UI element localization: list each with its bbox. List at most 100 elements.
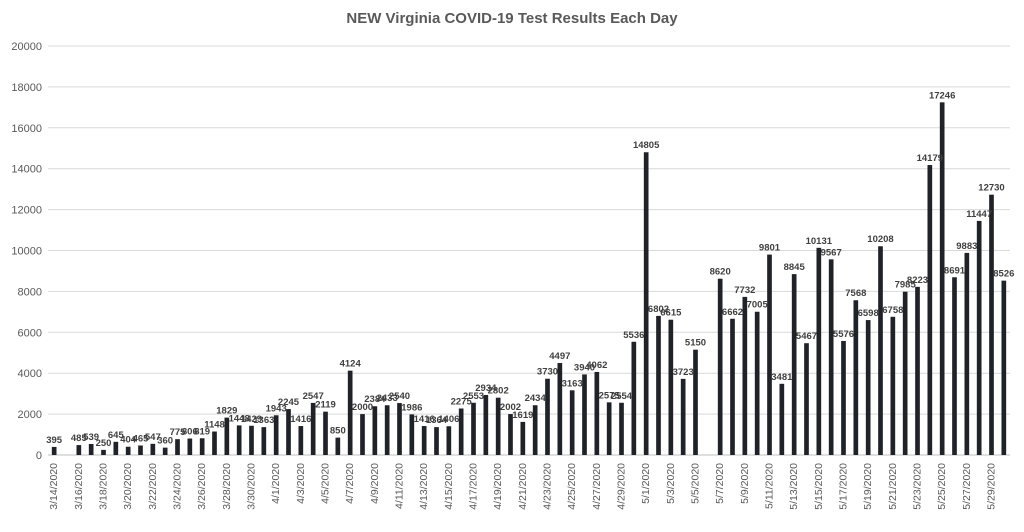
bar [409,414,415,455]
x-tick-label: 5/13/2020 [788,463,800,510]
bar [249,425,254,455]
data-label: 8223 [907,275,928,286]
y-tick-label: 16000 [11,123,42,135]
data-label: 485 [71,433,88,444]
x-tick-label: 5/17/2020 [838,463,850,510]
data-label: 2934 [475,383,497,394]
x-tick-label: 4/25/2020 [566,463,578,510]
data-label: 3481 [771,372,793,383]
x-tick-label: 3/24/2020 [172,463,184,510]
bar [224,417,230,455]
x-tick-label: 4/29/2020 [616,463,628,510]
x-tick-label: 4/9/2020 [369,463,381,504]
data-label: 2384 [364,394,386,405]
x-tick-label: 3/26/2020 [196,463,208,510]
data-label: 2119 [315,400,336,411]
bar [582,374,587,455]
data-label: 6802 [648,304,669,315]
y-axis-ticks: 0 2000 4000 6000 8000 10000 12000 14000 16000 180… [11,41,42,462]
gridlines [48,45,1010,456]
data-label: 2433 [377,393,398,404]
bar [199,438,205,455]
bar [76,445,82,455]
x-tick-label: 4/13/2020 [418,463,430,510]
data-label: 1943 [266,403,287,414]
data-label: 14179 [917,153,943,164]
bar [532,405,538,455]
bar [779,383,785,455]
bar [545,378,550,455]
data-label: 2275 [451,396,473,407]
data-label: 1829 [216,406,237,417]
bar [643,152,649,456]
x-tick-label: 4/7/2020 [344,463,356,504]
data-label: 7568 [845,288,866,299]
bar [310,402,316,455]
bar [841,340,846,455]
data-label: 7985 [895,280,917,291]
bar [51,446,57,455]
y-tick-label: 18000 [11,82,42,94]
bar [335,437,341,455]
bar [273,415,279,455]
data-label: 6615 [660,308,682,319]
x-tick-label: 3/22/2020 [147,463,159,510]
data-label: 5536 [623,330,644,341]
data-label: 8845 [784,262,806,273]
data-label: 3730 [537,367,558,378]
bar [606,402,612,455]
bar [693,349,698,455]
data-label: 14805 [633,140,660,151]
bar [915,286,920,455]
bar [791,274,797,455]
y-tick-label: 12000 [11,205,42,217]
data-label: 2540 [389,391,410,402]
y-tick-label: 2000 [18,409,42,421]
data-label: 5150 [685,338,706,349]
data-label: 2000 [352,402,373,413]
x-tick-label: 5/29/2020 [986,463,998,510]
bar [150,443,156,455]
bar [927,165,933,456]
bar [446,426,452,455]
data-label: 9801 [759,243,781,254]
bar [212,431,217,455]
bar [421,426,427,455]
data-label: 8526 [993,269,1014,280]
bar [397,403,402,455]
data-label: 1986 [401,402,422,413]
bars [51,102,1007,456]
x-tick-label: 5/9/2020 [739,463,751,504]
bar [952,277,957,455]
y-tick-label: 20000 [11,41,42,53]
data-label: 465 [133,433,150,444]
bar [828,259,834,455]
data-label: 8691 [944,265,966,276]
x-tick-label: 3/30/2020 [246,463,258,510]
bar [323,411,328,455]
data-label: 250 [96,438,112,449]
bar [557,363,563,455]
x-tick-label: 4/3/2020 [295,463,307,504]
bar [236,425,242,455]
data-label: 7732 [734,285,755,296]
bar [902,291,908,455]
x-tick-label: 5/19/2020 [862,463,874,510]
y-tick-label: 6000 [18,327,42,339]
x-tick-label: 3/18/2020 [98,463,110,510]
data-label: 2553 [463,391,484,402]
data-label: 5576 [833,329,854,340]
data-label: 3163 [562,378,583,389]
data-label: 3940 [574,362,595,373]
data-label: 539 [83,432,99,443]
data-label: 1416 [290,414,311,425]
data-label: 8620 [710,267,731,278]
bar [298,426,304,455]
x-tick-label: 4/23/2020 [542,463,554,510]
x-tick-label: 5/21/2020 [887,463,899,510]
y-tick-label: 0 [36,450,42,462]
x-tick-label: 5/23/2020 [912,463,924,510]
data-label: 2002 [500,402,521,413]
data-label: 9567 [821,247,842,258]
